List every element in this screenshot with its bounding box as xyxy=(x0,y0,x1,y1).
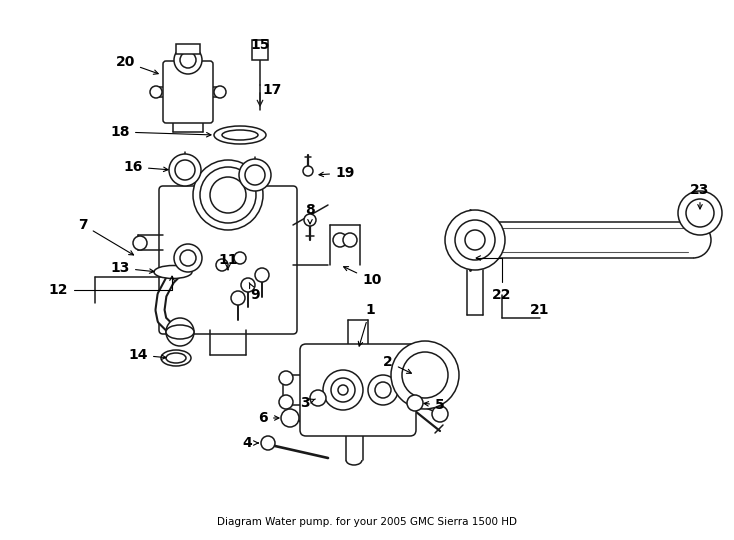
FancyBboxPatch shape xyxy=(163,61,213,123)
Circle shape xyxy=(216,259,228,271)
Text: 10: 10 xyxy=(344,267,382,287)
Circle shape xyxy=(241,278,255,292)
Circle shape xyxy=(678,191,722,235)
Text: 16: 16 xyxy=(123,160,168,174)
Circle shape xyxy=(331,378,355,402)
Text: 7: 7 xyxy=(79,218,134,255)
Text: Diagram Water pump. for your 2005 GMC Sierra 1500 HD: Diagram Water pump. for your 2005 GMC Si… xyxy=(217,517,517,527)
Circle shape xyxy=(303,166,313,176)
Circle shape xyxy=(279,371,293,385)
Circle shape xyxy=(169,154,201,186)
Circle shape xyxy=(368,375,398,405)
Text: 12: 12 xyxy=(48,276,174,297)
Text: 18: 18 xyxy=(111,125,211,139)
Ellipse shape xyxy=(154,266,192,279)
Circle shape xyxy=(407,395,423,411)
Circle shape xyxy=(402,352,448,398)
Text: 13: 13 xyxy=(111,261,154,275)
Circle shape xyxy=(193,160,263,230)
Bar xyxy=(252,40,268,60)
Circle shape xyxy=(234,252,246,264)
Circle shape xyxy=(133,236,147,250)
Text: 17: 17 xyxy=(262,83,282,97)
FancyBboxPatch shape xyxy=(300,344,416,436)
Ellipse shape xyxy=(166,325,194,339)
Ellipse shape xyxy=(161,350,191,366)
Circle shape xyxy=(455,220,495,260)
Circle shape xyxy=(338,385,348,395)
Text: 1: 1 xyxy=(358,303,375,346)
Circle shape xyxy=(343,233,357,247)
Circle shape xyxy=(686,199,714,227)
Text: 2: 2 xyxy=(383,355,411,373)
Circle shape xyxy=(323,370,363,410)
Circle shape xyxy=(279,395,293,409)
Circle shape xyxy=(255,268,269,282)
Circle shape xyxy=(166,318,194,346)
Text: 15: 15 xyxy=(250,38,270,52)
Ellipse shape xyxy=(222,130,258,140)
Circle shape xyxy=(445,210,505,270)
Circle shape xyxy=(432,358,448,374)
Text: 19: 19 xyxy=(319,166,355,180)
Circle shape xyxy=(174,46,202,74)
Text: 22: 22 xyxy=(476,256,512,302)
Circle shape xyxy=(465,230,485,250)
Circle shape xyxy=(432,406,448,422)
Circle shape xyxy=(239,159,271,191)
Circle shape xyxy=(231,291,245,305)
Text: 20: 20 xyxy=(116,55,159,75)
Circle shape xyxy=(175,160,195,180)
Text: 11: 11 xyxy=(218,253,238,270)
Circle shape xyxy=(281,409,299,427)
Text: 23: 23 xyxy=(690,183,710,209)
FancyBboxPatch shape xyxy=(159,186,297,334)
Text: 4: 4 xyxy=(242,436,258,450)
Text: 6: 6 xyxy=(258,411,279,425)
Text: 8: 8 xyxy=(305,203,315,224)
Circle shape xyxy=(391,341,459,409)
Circle shape xyxy=(180,250,196,266)
Text: 3: 3 xyxy=(300,396,316,410)
Ellipse shape xyxy=(214,126,266,144)
Circle shape xyxy=(310,390,326,406)
Circle shape xyxy=(210,177,246,213)
Circle shape xyxy=(214,86,226,98)
Text: 21: 21 xyxy=(530,303,550,317)
Bar xyxy=(176,44,200,54)
Circle shape xyxy=(304,214,316,226)
Text: 14: 14 xyxy=(128,348,166,362)
Circle shape xyxy=(261,436,275,450)
Circle shape xyxy=(200,167,256,223)
Circle shape xyxy=(333,233,347,247)
Circle shape xyxy=(180,52,196,68)
Ellipse shape xyxy=(166,353,186,363)
Circle shape xyxy=(245,165,265,185)
Text: 9: 9 xyxy=(250,283,260,302)
Circle shape xyxy=(375,382,391,398)
Circle shape xyxy=(150,86,162,98)
Text: 5: 5 xyxy=(424,398,445,412)
Circle shape xyxy=(174,244,202,272)
